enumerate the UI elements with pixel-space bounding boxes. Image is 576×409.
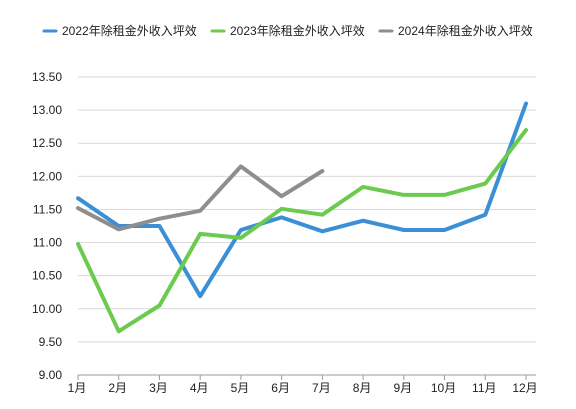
legend-label: 2023年除租金外收入坪效 [230, 23, 365, 38]
grid-lines [78, 76, 536, 343]
legend-label: 2024年除租金外收入坪效 [398, 23, 533, 38]
y-tick-label: 9.50 [39, 335, 63, 349]
x-tick-label: 1月 [68, 381, 87, 395]
y-tick-label: 12.00 [32, 169, 62, 183]
x-tick-label: 6月 [271, 381, 290, 395]
y-tick-label: 10.50 [32, 269, 62, 283]
y-tick-label: 11.00 [33, 236, 62, 250]
x-tick-label: 2月 [108, 381, 127, 395]
x-axis-ticks: 1月 2月 3月 4月 5月 6月 7月 8月 9月 10月 11月 12月 [68, 375, 538, 395]
x-tick-label: 7月 [312, 381, 331, 395]
series-line-1 [76, 101, 528, 299]
x-tick-label: 4月 [190, 381, 209, 395]
legend: 2022年除租金外收入坪效 2023年除租金外收入坪效 2024年除租金外收入坪效 [42, 23, 533, 38]
x-tick-label: 5月 [231, 381, 250, 395]
x-tick-label: 8月 [353, 381, 372, 395]
series-line-3 [76, 164, 325, 232]
y-tick-label: 9.00 [39, 368, 63, 382]
x-tick-label: 3月 [149, 381, 168, 395]
legend-label: 2022年除租金外收入坪效 [62, 23, 197, 38]
series-line-2 [76, 128, 528, 334]
x-tick-label: 12月 [512, 381, 537, 395]
y-tick-label: 13.00 [32, 103, 62, 117]
y-tick-label: 11.50 [33, 202, 62, 216]
x-tick-label: 11月 [472, 381, 496, 395]
y-axis-ticks: 9.00 9.50 10.00 10.50 11.00 11.50 12.00 12.50 13… [32, 70, 62, 382]
y-tick-label: 10.00 [32, 302, 62, 316]
y-tick-label: 13.50 [32, 70, 62, 84]
y-tick-label: 12.50 [32, 136, 62, 150]
series-lines [76, 101, 528, 334]
x-tick-label: 10月 [431, 381, 456, 395]
x-tick-label: 9月 [393, 381, 412, 395]
